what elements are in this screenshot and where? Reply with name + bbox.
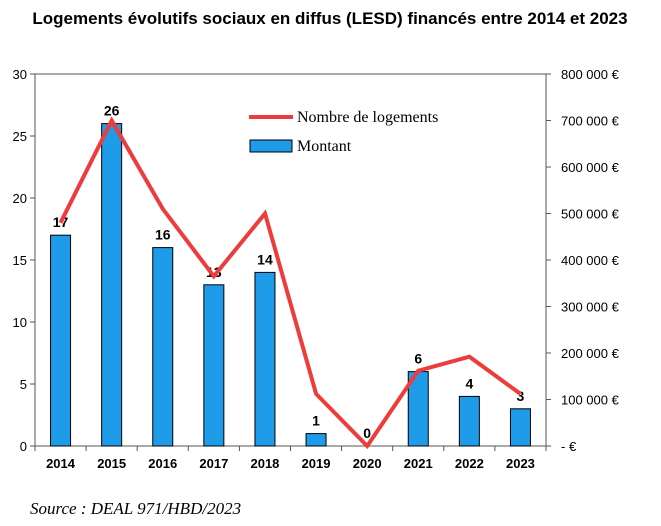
x-axis-tick-label: 2017	[199, 456, 228, 471]
legend-label-nombre-de-logements: Nombre de logements	[297, 109, 438, 126]
bar-montant	[509, 408, 531, 447]
bar-montant	[458, 395, 480, 447]
bar-data-label: 1	[312, 413, 320, 429]
source-note: Source : DEAL 971/HBD/2023	[30, 499, 242, 518]
bar-data-label: 0	[363, 425, 371, 441]
bar-data-label: 3	[517, 388, 525, 404]
right-axis-tick-label: 100 000 €	[561, 393, 620, 408]
bar-data-label: 4	[465, 375, 473, 391]
x-axis-tick-label: 2022	[455, 456, 484, 471]
x-axis-tick-label: 2019	[302, 456, 331, 471]
right-axis-tick-label: 400 000 €	[561, 253, 620, 268]
left-axis-tick-label: 25	[13, 129, 27, 144]
right-axis-tick-label: 600 000 €	[561, 160, 620, 175]
x-axis-tick-label: 2018	[250, 456, 279, 471]
x-axis-tick-label: 2020	[353, 456, 382, 471]
legend-bar-swatch	[249, 139, 293, 153]
legend-label-montant: Montant	[297, 138, 352, 155]
bar-data-label: 14	[257, 251, 273, 267]
chart-title: Logements évolutifs sociaux en diffus (L…	[32, 9, 627, 28]
left-axis-tick-label: 30	[13, 67, 27, 82]
bar-montant	[254, 271, 276, 447]
bar-montant	[101, 123, 123, 447]
right-axis-tick-label: 300 000 €	[561, 300, 620, 315]
left-axis-tick-label: 20	[13, 191, 27, 206]
bar-montant	[152, 247, 174, 447]
x-axis-tick-label: 2023	[506, 456, 535, 471]
right-axis-tick-label: 200 000 €	[561, 346, 620, 361]
left-axis-tick-label: 5	[20, 377, 27, 392]
bar-montant	[305, 433, 327, 447]
x-axis-tick-label: 2014	[46, 456, 76, 471]
legend: Nombre de logements Montant	[249, 109, 438, 155]
bar-data-label: 26	[104, 103, 120, 119]
bar-montant	[203, 284, 225, 447]
x-axis-tick-label: 2015	[97, 456, 126, 471]
right-axis-tick-label: - €	[561, 439, 577, 454]
x-axis-tick-label: 2021	[404, 456, 433, 471]
bar-data-label: 6	[414, 351, 422, 367]
left-axis-tick-label: 0	[20, 439, 27, 454]
x-axis-tick-label: 2016	[148, 456, 177, 471]
bar-data-label: 16	[155, 227, 171, 243]
left-axis-tick-label: 10	[13, 315, 27, 330]
right-axis-tick-label: 700 000 €	[561, 114, 620, 129]
line-nombre-de-logements	[58, 116, 522, 450]
bar-montant	[50, 234, 72, 447]
right-axis-tick-label: 800 000 €	[561, 67, 620, 82]
right-axis-tick-label: 500 000 €	[561, 207, 620, 222]
bar-data-label: 13	[206, 264, 222, 280]
left-axis-tick-label: 15	[13, 253, 27, 268]
